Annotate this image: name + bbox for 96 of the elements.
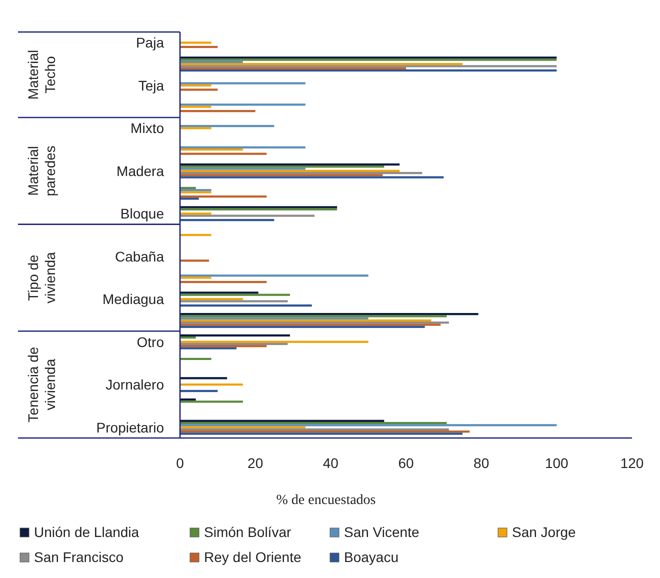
bar — [180, 106, 212, 108]
text: Material paredes — [25, 146, 58, 196]
bar — [180, 195, 267, 198]
legend-label: Unión de Llandia — [34, 524, 140, 540]
legend-label: San Vicente — [344, 524, 420, 540]
bar — [180, 166, 384, 168]
y-tick-label: Mixto — [130, 120, 164, 136]
bar — [180, 198, 199, 200]
bar — [180, 176, 444, 178]
bar — [180, 170, 400, 172]
x-tick-label: 40 — [322, 455, 339, 471]
y-tick-label: Mediagua — [102, 291, 164, 308]
bar — [180, 420, 384, 422]
bar — [180, 345, 267, 348]
x-tick-label: 80 — [474, 455, 490, 471]
x-tick-label: 100 — [544, 455, 569, 471]
bar — [180, 46, 218, 48]
bar — [180, 324, 441, 326]
y-tick-label: Paja — [136, 34, 164, 51]
bar — [180, 60, 243, 63]
bar — [180, 300, 288, 302]
legend-label: Boayacu — [344, 549, 398, 565]
bar — [180, 319, 432, 322]
bar — [180, 428, 449, 431]
legend-label: Simón Bolívar — [204, 524, 292, 540]
bar — [180, 88, 218, 91]
bar — [180, 312, 478, 316]
bar — [180, 127, 212, 130]
y-tick-label: Cabaña — [114, 248, 164, 264]
legend-label: San Jorge — [512, 524, 576, 540]
x-tick-label: 120 — [620, 455, 644, 471]
bar — [180, 84, 212, 86]
bar — [180, 424, 557, 426]
bar — [180, 234, 212, 236]
x-tick-label: 20 — [248, 455, 264, 471]
bar — [180, 315, 447, 318]
legend-label: Rey del Oriente — [204, 549, 302, 565]
bar — [180, 168, 306, 170]
bar — [180, 65, 557, 68]
bar — [180, 432, 462, 435]
bar — [180, 214, 314, 217]
bar — [180, 342, 288, 346]
bar — [180, 186, 196, 190]
bar — [180, 260, 210, 262]
text: Tipo de vivienda — [25, 252, 58, 304]
bar — [180, 274, 368, 277]
bar — [180, 163, 400, 166]
bar — [180, 82, 306, 84]
bar — [180, 152, 267, 155]
bar — [180, 334, 290, 336]
y-tick-label: Teja — [138, 77, 164, 94]
bar — [180, 218, 274, 222]
x-axis-title: % de encuestados — [276, 493, 376, 508]
bar — [180, 377, 228, 380]
bar — [180, 67, 406, 70]
bar — [180, 124, 274, 128]
y-tick-label: Jornalero — [106, 376, 164, 393]
bar — [180, 304, 312, 307]
legend-label: San Francisco — [34, 549, 124, 565]
bar — [180, 336, 196, 339]
bar — [180, 280, 267, 284]
bar — [180, 358, 212, 360]
bar — [180, 110, 256, 112]
bar — [180, 390, 218, 392]
x-tick-label: 60 — [398, 455, 414, 471]
bar — [180, 398, 196, 401]
y-tick-label: Madera — [116, 162, 164, 179]
bar — [180, 276, 212, 279]
bar — [180, 69, 557, 72]
bar — [180, 347, 236, 350]
text: Material Techo — [25, 50, 58, 100]
bar — [180, 212, 212, 215]
bar — [180, 340, 368, 343]
bar — [180, 426, 306, 428]
bar — [180, 62, 462, 66]
bar — [180, 292, 258, 294]
bar — [180, 148, 243, 151]
bar — [180, 400, 243, 403]
bar — [180, 104, 306, 106]
bar — [180, 42, 212, 44]
y-tick-label: Bloque — [120, 206, 164, 222]
bar — [180, 422, 447, 424]
y-tick-label: Otro — [136, 334, 164, 350]
bar — [180, 146, 306, 148]
bar — [180, 298, 243, 300]
bar — [180, 317, 368, 320]
y-tick-label: Propietario — [96, 419, 164, 436]
text: Tenencia de vivienda — [25, 346, 58, 422]
bar — [180, 172, 422, 174]
bar — [180, 430, 470, 433]
bar — [180, 294, 290, 296]
bar — [180, 384, 243, 386]
bar — [180, 322, 449, 324]
x-tick-label: 0 — [176, 455, 184, 471]
bar — [180, 326, 425, 328]
bar — [180, 174, 383, 176]
